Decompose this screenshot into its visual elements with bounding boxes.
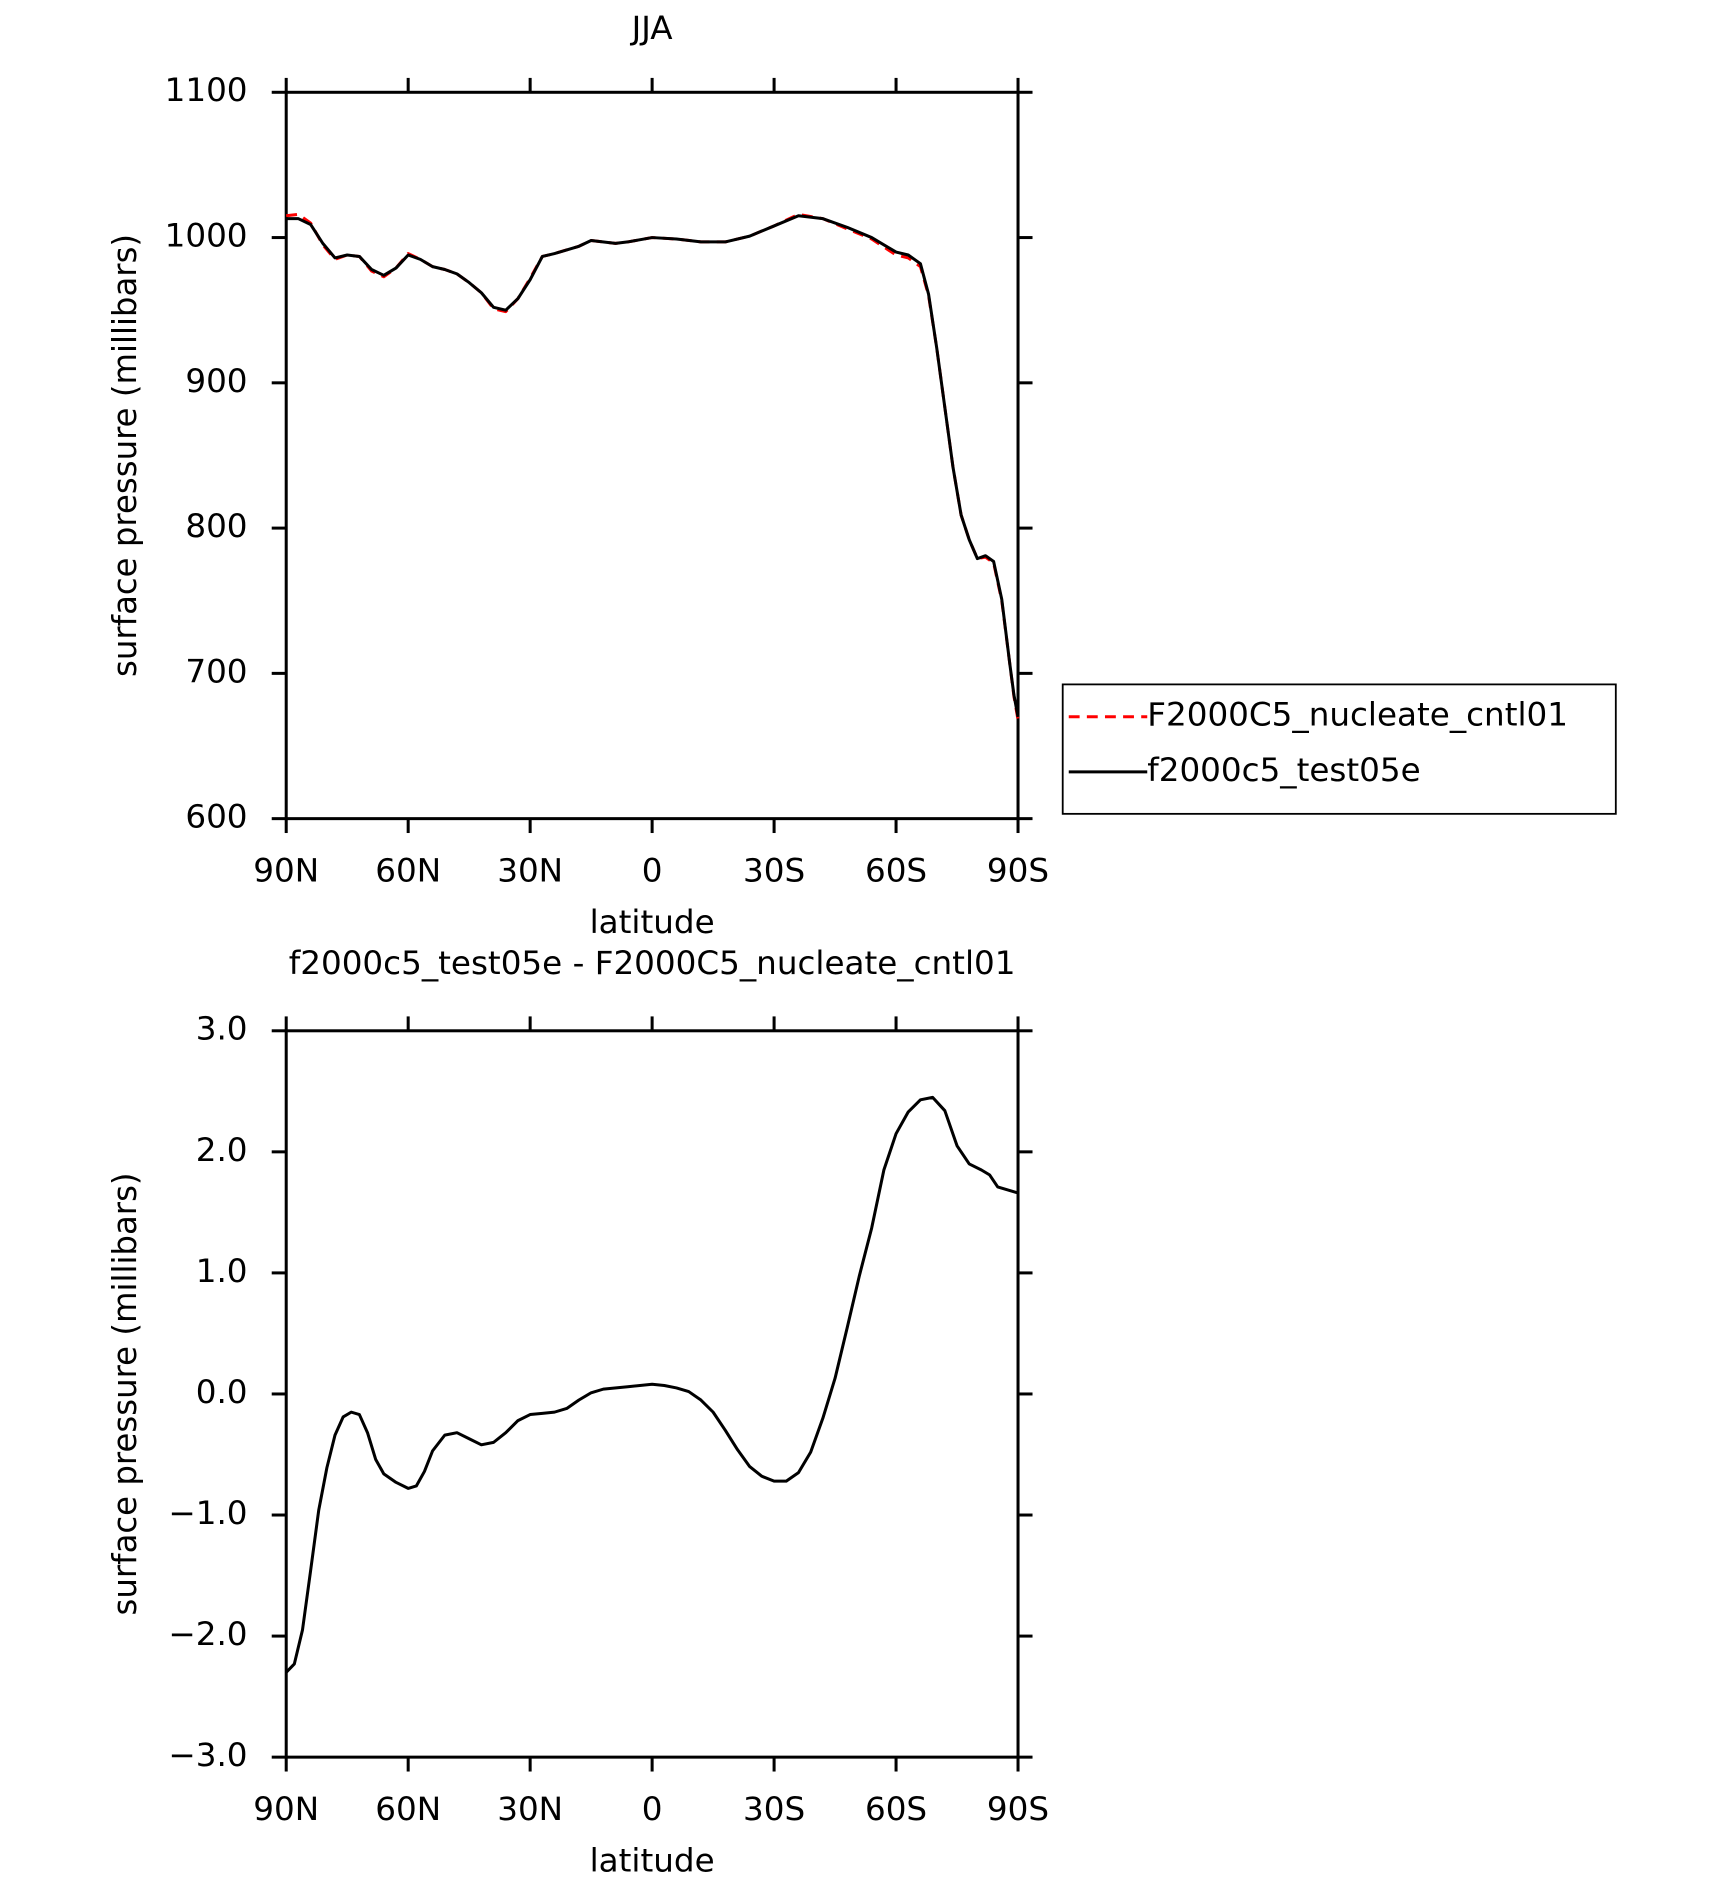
plot-frame	[284, 90, 1020, 821]
x-tick-label: 90N	[253, 1790, 319, 1828]
legend-box	[1061, 683, 1617, 815]
x-tick-label: 90N	[253, 852, 319, 890]
x-tick-label: 60N	[375, 1790, 441, 1828]
y-tick-label: 600	[185, 798, 247, 836]
chart-title: f2000c5_test05e - F2000C5_nucleate_cntl0…	[289, 944, 1016, 982]
y-tick-label: −2.0	[168, 1615, 247, 1653]
x-tick-label: 60S	[865, 852, 927, 890]
y-axis-label: surface pressure (millibars)	[106, 1172, 144, 1615]
data-line	[286, 214, 1020, 718]
y-tick-label: −1.0	[168, 1494, 247, 1532]
x-tick-label: 30N	[497, 852, 563, 890]
chart-title: JJA	[630, 9, 673, 47]
data-line	[285, 1095, 1019, 1674]
y-tick-label: 1100	[165, 71, 248, 109]
plot-frame	[284, 1029, 1020, 1759]
x-tick-label: 30S	[743, 852, 805, 890]
x-tick-label: 0	[642, 1790, 663, 1828]
y-tick-label: 1000	[165, 217, 248, 255]
legend-label: f2000c5_test05e	[1147, 751, 1420, 789]
y-tick-label: 3.0	[196, 1010, 248, 1048]
y-tick-label: 0.0	[196, 1373, 248, 1411]
y-tick-label: 900	[185, 362, 247, 400]
y-tick-label: 800	[185, 507, 247, 545]
y-tick-label: 700	[185, 652, 247, 690]
x-tick-label: 30S	[743, 1790, 805, 1828]
x-tick-label: 60N	[375, 852, 441, 890]
x-tick-label: 90S	[987, 852, 1049, 890]
data-line	[286, 212, 1020, 721]
y-tick-label: 2.0	[196, 1131, 248, 1169]
x-axis-label: latitude	[590, 903, 715, 941]
y-tick-label: −3.0	[168, 1736, 247, 1774]
legend-label: F2000C5_nucleate_cntl01	[1147, 696, 1568, 734]
x-tick-label: 60S	[865, 1790, 927, 1828]
x-tick-label: 30N	[497, 1790, 563, 1828]
y-axis-label: surface pressure (millibars)	[106, 234, 144, 677]
y-tick-label: 1.0	[196, 1252, 248, 1290]
x-tick-label: 90S	[987, 1790, 1049, 1828]
x-axis-label: latitude	[590, 1842, 715, 1877]
x-tick-label: 0	[642, 852, 663, 890]
